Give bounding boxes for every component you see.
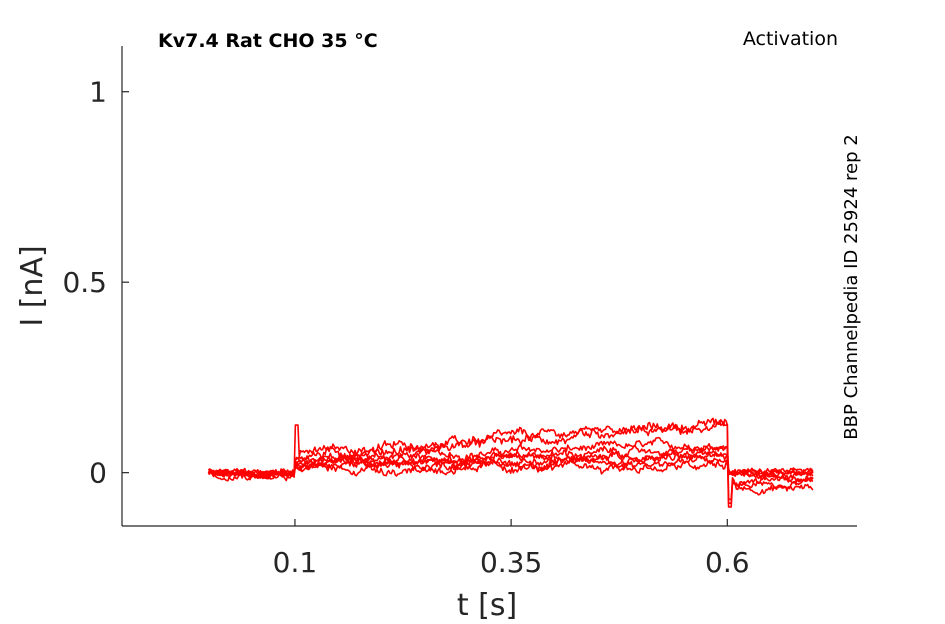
- x-tick-label: 0.1: [273, 546, 318, 579]
- current-trace: [208, 417, 814, 504]
- x-ticks: 0.1 0.35 0.6: [273, 519, 750, 579]
- current-trace: [207, 444, 814, 483]
- chart-title: Kv7.4 Rat CHO 35 °C: [158, 30, 378, 52]
- source-label: BBP Channelpedia ID 25924 rep 2: [841, 134, 862, 439]
- y-tick-label: 0: [89, 457, 107, 490]
- x-tick-label: 0.6: [705, 546, 750, 579]
- y-axis-label: I [nA]: [15, 245, 50, 326]
- current-traces: [207, 417, 814, 508]
- y-tick-label: 1: [89, 76, 107, 109]
- y-tick-label: 0.5: [62, 266, 107, 299]
- current-trace: [208, 457, 814, 482]
- x-tick-label: 0.35: [480, 546, 542, 579]
- y-ticks: 00.51: [62, 76, 129, 490]
- current-trace: [207, 419, 814, 501]
- x-axis-label: t [s]: [457, 588, 517, 623]
- protocol-label: Activation: [743, 28, 838, 50]
